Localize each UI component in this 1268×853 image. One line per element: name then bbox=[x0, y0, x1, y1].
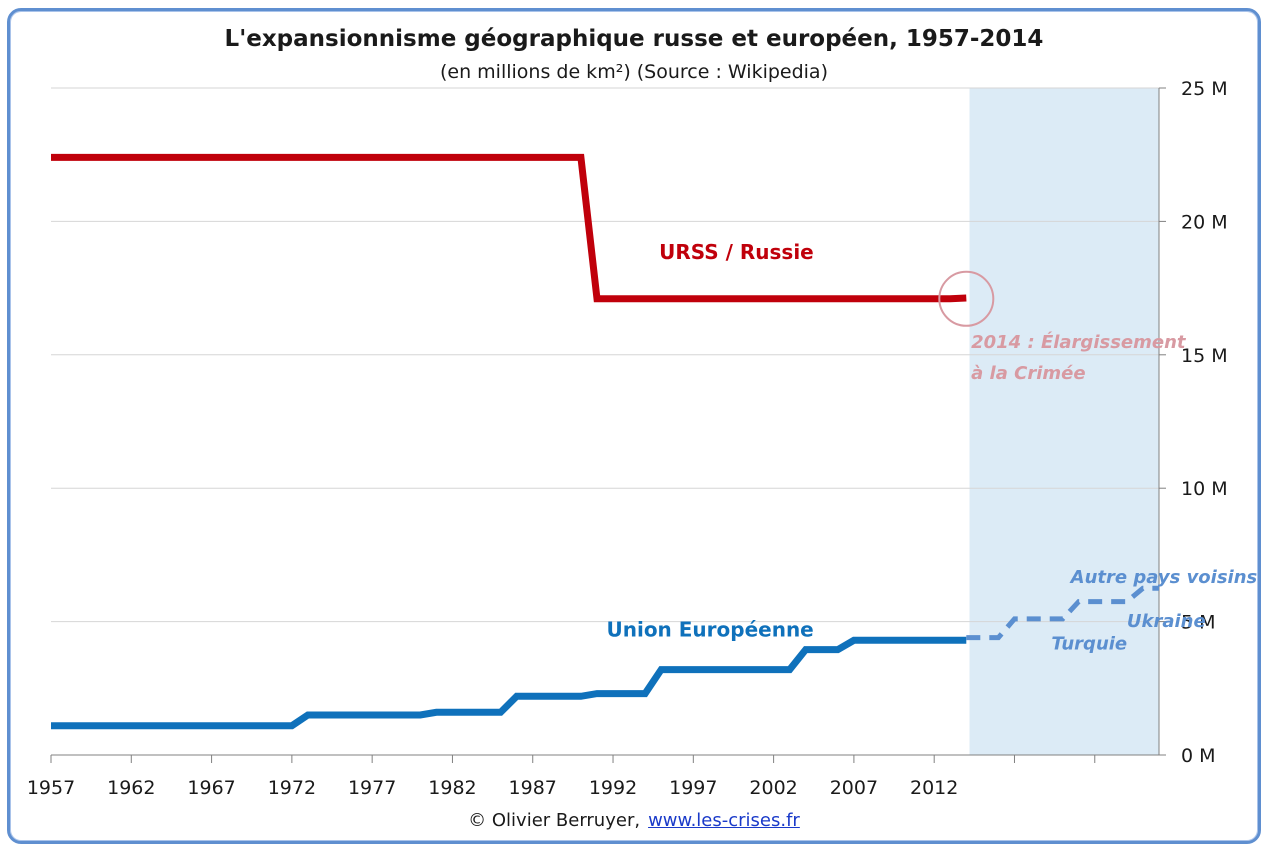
annotation-label: 2014 : Élargissement bbox=[971, 331, 1187, 353]
footer: © Olivier Berruyer, www.les-crises.fr bbox=[0, 810, 1268, 831]
russia-series-line bbox=[51, 153, 967, 303]
chart-title: L'expansionnisme géographique russe et e… bbox=[224, 26, 1044, 52]
annotation-label: Union Européenne bbox=[606, 617, 813, 641]
x-tick-label: 1972 bbox=[268, 777, 316, 799]
x-tick-label: 1957 bbox=[27, 777, 75, 799]
x-tick-label: 1962 bbox=[107, 777, 155, 799]
annotation-label: à la Crimée bbox=[971, 363, 1085, 384]
y-tick-label: 15 M bbox=[1181, 345, 1228, 367]
y-tick-label: 10 M bbox=[1181, 478, 1228, 500]
x-tick-label: 1987 bbox=[509, 777, 557, 799]
eu-series-line bbox=[51, 636, 967, 730]
annotation-label: Autre pays voisins bbox=[1069, 567, 1258, 588]
y-tick-label: 5 M bbox=[1181, 612, 1216, 634]
y-tick-label: 20 M bbox=[1181, 211, 1228, 233]
highlight-band bbox=[969, 88, 1159, 755]
crimea-circle-marker bbox=[938, 270, 995, 327]
annotation-label: Turquie bbox=[1051, 634, 1127, 655]
x-tick-label: 2002 bbox=[749, 777, 797, 799]
y-tick-label: 0 M bbox=[1181, 745, 1216, 767]
x-tick-label: 2012 bbox=[910, 777, 958, 799]
chart-subtitle: (en millions de km²) (Source : Wikipedia… bbox=[439, 61, 828, 83]
x-tick-label: 2007 bbox=[830, 777, 878, 799]
annotation-label: Ukraine bbox=[1127, 611, 1206, 632]
y-tick-label: 25 M bbox=[1181, 78, 1228, 100]
x-tick-label: 1997 bbox=[669, 777, 717, 799]
copyright-text: © Olivier Berruyer, bbox=[468, 810, 641, 831]
x-tick-label: 1967 bbox=[187, 777, 235, 799]
annotation-label: URSS / Russie bbox=[659, 240, 814, 264]
x-tick-label: 1992 bbox=[589, 777, 637, 799]
projection-series-line bbox=[966, 585, 1159, 641]
x-tick-label: 1977 bbox=[348, 777, 396, 799]
source-link[interactable]: www.les-crises.fr bbox=[648, 810, 800, 831]
x-tick-label: 1982 bbox=[428, 777, 476, 799]
